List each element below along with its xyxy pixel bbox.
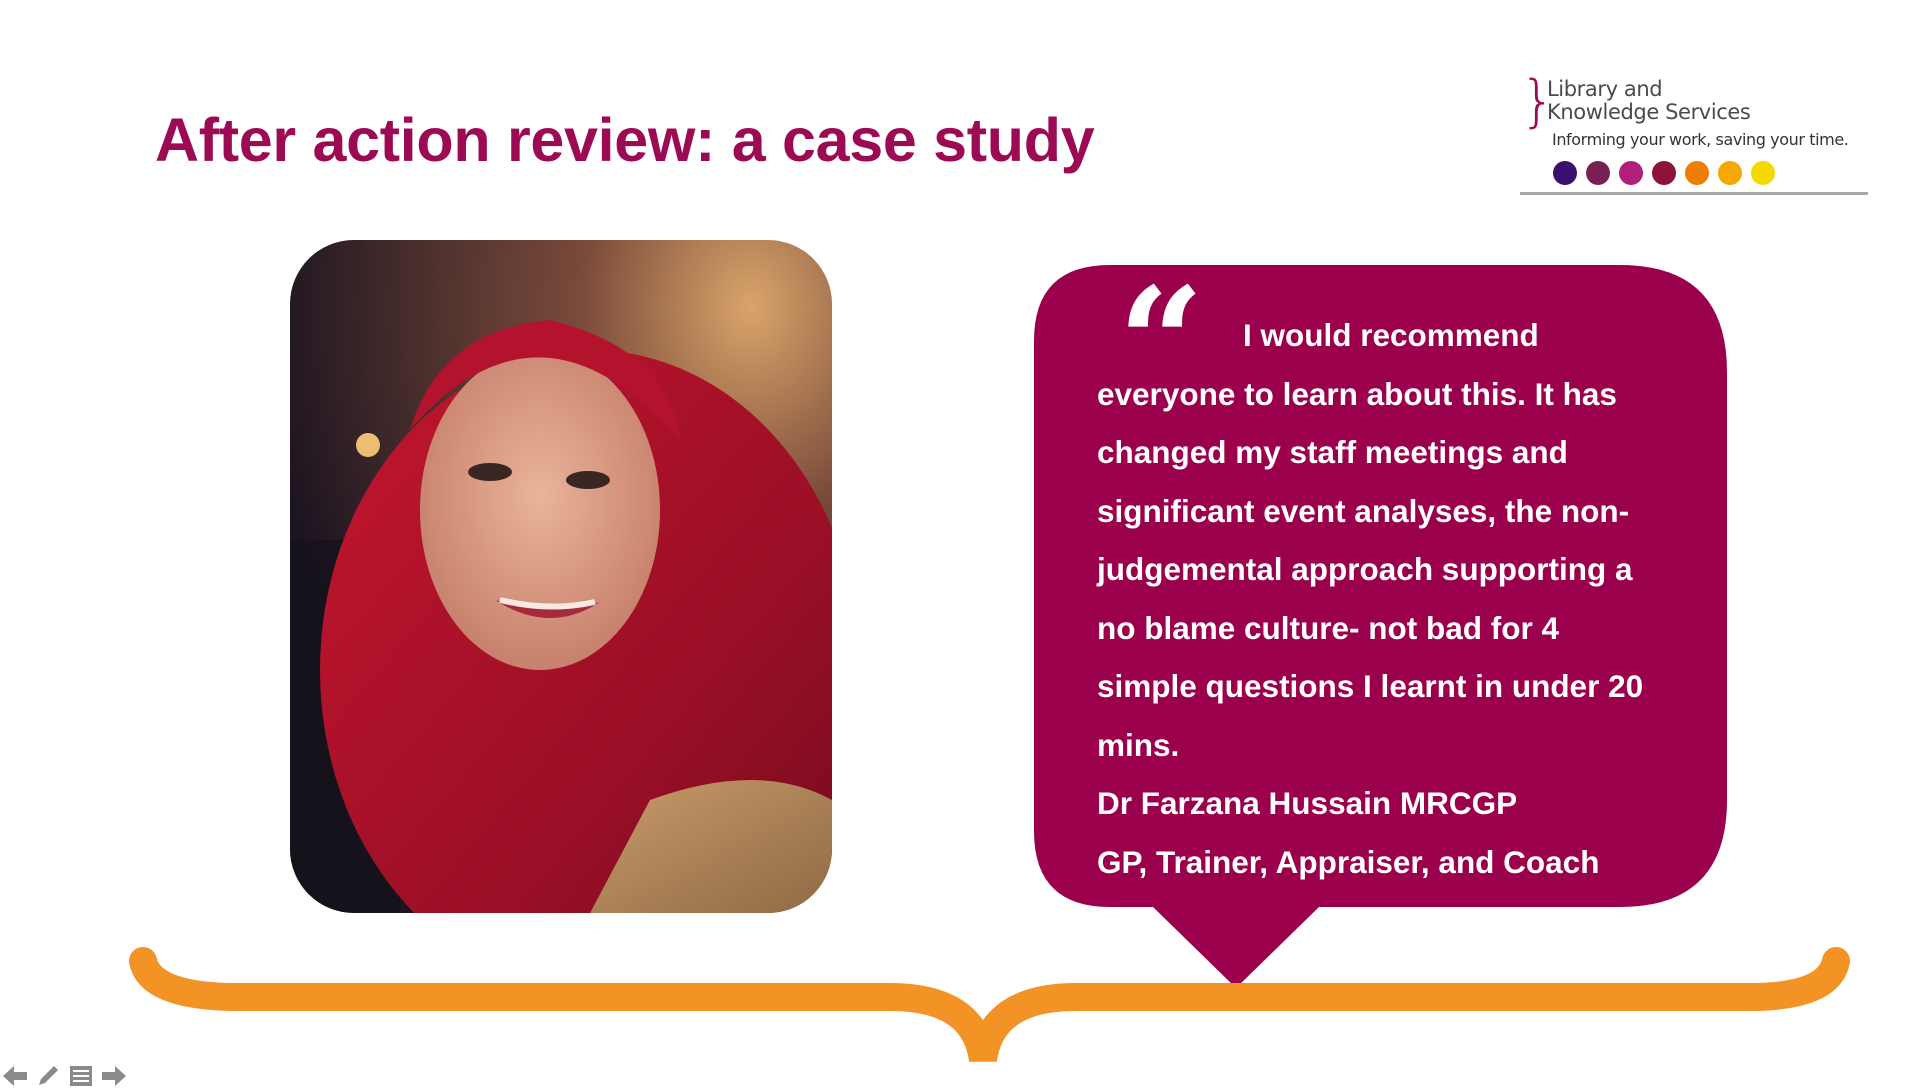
speech-bubble xyxy=(1034,265,1727,988)
logo-dot xyxy=(1586,161,1610,185)
quote-mark-icon: “ xyxy=(1118,255,1205,431)
quote-line: judgemental approach supporting a xyxy=(1097,551,1633,587)
testimonial-quote: I would recommend everyone to learn abou… xyxy=(1097,306,1677,891)
orange-brace xyxy=(129,947,1850,1063)
portrait-photo xyxy=(290,240,832,913)
slide-menu-icon xyxy=(70,1066,92,1086)
lks-logo: } Library and Knowledge Services Informi… xyxy=(1520,70,1870,200)
portrait-image xyxy=(290,240,832,913)
quote-author-role: GP, Trainer, Appraiser, and Coach xyxy=(1097,843,1600,880)
slide-title: After action review: a case study xyxy=(155,106,1095,174)
quote-line: significant event analyses, the non- xyxy=(1097,492,1630,529)
quote-line: mins. xyxy=(1097,726,1180,763)
arrow-left-icon xyxy=(3,1066,27,1086)
logo-tagline: Informing your work, saving your time. xyxy=(1552,130,1849,149)
quote-line: changed my staff meetings and xyxy=(1097,434,1568,470)
arrow-right-icon xyxy=(102,1066,126,1086)
logo-name-line1: Library and xyxy=(1547,77,1663,101)
slide-menu-button[interactable] xyxy=(66,1062,96,1090)
pencil-icon xyxy=(39,1066,58,1085)
quote-line: simple questions I learnt in under 20 xyxy=(1097,668,1644,704)
quote-line: everyone to learn about this. It has xyxy=(1097,375,1617,412)
slideshow-controls xyxy=(0,1062,129,1090)
quote-author: Dr Farzana Hussain MRCGP xyxy=(1097,785,1518,821)
logo-rule xyxy=(1520,192,1868,195)
logo-dot xyxy=(1718,161,1742,185)
logo-brace-icon: } xyxy=(1520,69,1556,134)
pen-tool-button[interactable] xyxy=(33,1062,63,1090)
logo-dot xyxy=(1751,161,1775,185)
logo-dot xyxy=(1652,161,1676,185)
logo-dot xyxy=(1619,161,1643,185)
logo-dot xyxy=(1553,161,1577,185)
previous-slide-button[interactable] xyxy=(0,1062,30,1090)
quote-line: I would recommend xyxy=(1243,317,1539,353)
logo-dot xyxy=(1685,161,1709,185)
logo-dots xyxy=(1553,161,1775,185)
quote-line: no blame culture- not bad for 4 xyxy=(1097,609,1560,646)
logo-name-line2: Knowledge Services xyxy=(1547,100,1751,124)
next-slide-button[interactable] xyxy=(99,1062,129,1090)
